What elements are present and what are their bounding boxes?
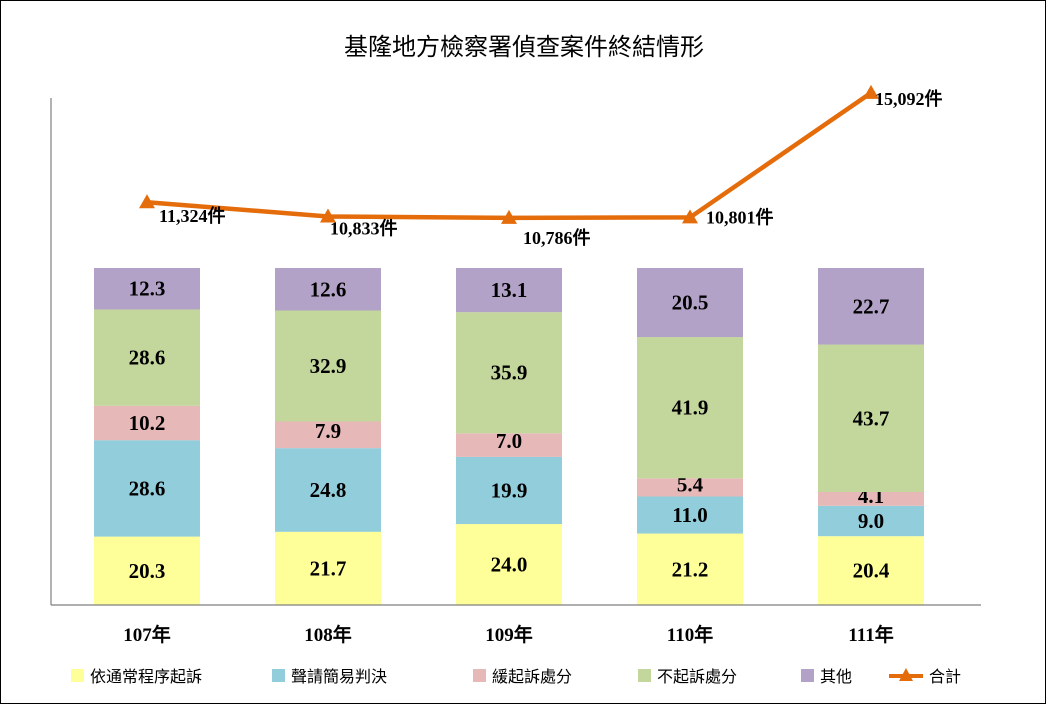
bar-segment: [275, 421, 381, 449]
bar-data-label: 12.6: [310, 277, 347, 301]
bar-data-label: 20.5: [672, 291, 709, 315]
legend-swatch: [473, 669, 486, 682]
bar-data-label: 9.0: [858, 509, 884, 533]
bar-data-label: 35.9: [491, 361, 528, 385]
bar-data-label: 10.2: [129, 411, 166, 435]
bar-segment: [94, 405, 200, 441]
total-data-label: 10,786件: [523, 227, 591, 248]
bar-data-label: 41.9: [672, 396, 709, 420]
legend-label: 聲請簡易判決: [291, 667, 387, 686]
total-marker: [139, 194, 155, 209]
legend-item-total: 合計: [889, 667, 961, 686]
bar-data-label: 24.8: [310, 478, 347, 502]
bar-data-label: 22.7: [853, 294, 890, 318]
bar-segment: [94, 440, 200, 537]
legend-swatch: [272, 669, 285, 682]
bar-segment: [275, 531, 381, 605]
x-tick-label: 109年: [485, 623, 533, 646]
legend-label: 合計: [929, 667, 961, 686]
legend-label: 其他: [820, 667, 852, 686]
bar-segment: [456, 524, 562, 605]
bar-segment: [818, 344, 924, 492]
bar-segment: [818, 491, 924, 506]
x-tick-label: 111年: [848, 623, 893, 646]
legend-label: 不起訴處分: [657, 667, 737, 686]
x-tick-label: 107年: [123, 623, 171, 646]
bar-segment: [456, 456, 562, 525]
legend-marker: [899, 668, 913, 681]
legend-swatch: [71, 669, 84, 682]
bar-segment: [818, 536, 924, 605]
total-line: [146, 90, 873, 221]
axes: [50, 98, 981, 606]
total-marker: [501, 209, 517, 224]
bar-data-label: 7.9: [315, 419, 341, 443]
total-data-label: 10,833件: [330, 217, 398, 238]
bar-segment: [275, 268, 381, 311]
total-marker: [320, 208, 336, 223]
legend: 依通常程序起訴 聲請簡易判決 緩起訴處分 不起訴處分 其他 合計: [71, 667, 961, 686]
bar-data-label: 11.0: [672, 503, 708, 527]
bar-segment: [456, 433, 562, 457]
bar-data-label: 12.3: [129, 277, 166, 301]
bar-data-label: 24.0: [491, 553, 528, 577]
x-tick-labels: 107年 108年 109年 110年 111年: [123, 623, 893, 646]
legend-item: 緩起訴處分: [473, 667, 572, 686]
bar-data-label: 13.1: [491, 278, 528, 302]
legend-label: 依通常程序起訴: [90, 667, 202, 686]
bar-data-label: 28.6: [129, 476, 166, 500]
bar-data-label: 20.4: [853, 559, 890, 583]
total-line-series: 11,324件 10,833件 10,786件 10,801件 15,092件: [139, 84, 943, 248]
total-marker: [863, 84, 879, 99]
bar-data-label: 21.7: [310, 556, 347, 580]
legend-item: 不起訴處分: [638, 667, 737, 686]
bar-segment: [818, 268, 924, 345]
legend-item: 依通常程序起訴: [71, 667, 202, 686]
bar-stacks: 20.3 28.6 10.2 28.6 12.3 21.7 24.8 7.9 32.9 12.6 2…: [94, 268, 924, 605]
legend-item: 聲請簡易判決: [272, 667, 387, 686]
bar-segment: [637, 496, 743, 534]
bar-segment: [637, 478, 743, 497]
bar-segment: [818, 505, 924, 537]
legend-label: 緩起訴處分: [492, 667, 572, 686]
bar-segment: [275, 310, 381, 422]
bar-segment: [456, 312, 562, 434]
bar-segment: [637, 268, 743, 338]
bar-segment: [94, 268, 200, 310]
total-data-label: 10,801件: [706, 206, 774, 227]
bar-data-label: 21.2: [672, 557, 709, 581]
bar-segment: [94, 536, 200, 605]
bar-segment: [94, 309, 200, 406]
bar-data-label: 19.9: [491, 478, 528, 502]
x-tick-label: 108年: [304, 623, 352, 646]
x-tick-label: 110年: [667, 623, 713, 646]
bar-data-label: 20.3: [129, 559, 166, 583]
total-data-label: 11,324件: [159, 205, 226, 226]
bar-data-label: 43.7: [853, 406, 890, 430]
legend-swatch: [801, 669, 814, 682]
legend-swatch: [638, 669, 651, 682]
bar-segment: [637, 533, 743, 605]
legend-item: 其他: [801, 667, 852, 686]
bar-segment: [637, 337, 743, 479]
total-marker: [682, 209, 698, 224]
bar-segment: [456, 268, 562, 313]
chart-title: 基隆地方檢察署偵查案件終結情形: [344, 33, 704, 61]
bar-segment: [275, 448, 381, 532]
bar-data-label: 28.6: [129, 346, 166, 370]
bar-data-label: 32.9: [310, 354, 347, 378]
total-data-label: 15,092件: [875, 88, 943, 109]
